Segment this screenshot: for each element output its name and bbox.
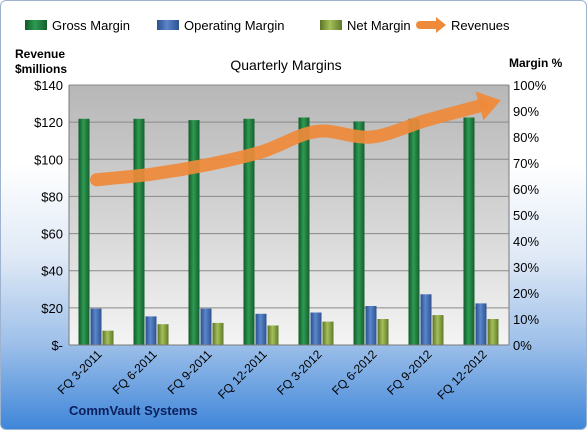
bar-gross-margin: [463, 117, 475, 345]
left-axis-label-line2: $millions: [15, 62, 67, 76]
bar-gross-margin: [188, 120, 200, 345]
x-tick-label: FQ 3-2012: [274, 347, 325, 398]
bar-gross-margin: [243, 118, 255, 345]
chart-title: Quarterly Margins: [230, 57, 341, 73]
bar-net-margin: [432, 315, 444, 345]
bar-operating-margin: [310, 312, 322, 345]
right-axis-label: Margin %: [509, 56, 563, 70]
legend-swatch-gross-margin: [25, 20, 47, 30]
x-tick-label: FQ 12-2011: [215, 347, 270, 402]
bar-net-margin: [267, 325, 279, 345]
bar-net-margin: [322, 321, 334, 345]
bar-operating-margin: [365, 306, 377, 345]
left-tick-label: $40: [41, 264, 63, 279]
bar-gross-margin: [133, 118, 145, 345]
right-tick-label: 30%: [513, 260, 539, 275]
bar-net-margin: [157, 324, 169, 345]
bar-gross-margin: [408, 118, 420, 345]
right-tick-label: 40%: [513, 234, 539, 249]
left-tick-label: $140: [34, 78, 63, 93]
x-tick-label: FQ 6-2011: [110, 347, 160, 397]
right-tick-label: 60%: [513, 182, 539, 197]
right-tick-label: 90%: [513, 104, 539, 119]
x-tick-label: FQ 9-2012: [384, 347, 435, 398]
right-tick-label: 10%: [513, 312, 539, 327]
legend-label: Operating Margin: [184, 18, 284, 33]
bar-operating-margin: [255, 313, 267, 345]
legend-arrow-revenues: [436, 17, 446, 33]
revenues-line: [90, 98, 488, 187]
left-tick-label: $80: [41, 189, 63, 204]
revenues-arrowhead: [475, 91, 501, 121]
x-tick-label: FQ 12-2012: [434, 347, 489, 402]
right-tick-label: 80%: [513, 130, 539, 145]
x-tick-label: FQ 6-2012: [329, 347, 380, 398]
x-tick-label: FQ 9-2011: [165, 347, 215, 397]
left-tick-label: $100: [34, 152, 63, 167]
x-tick-label: FQ 3-2011: [55, 347, 105, 397]
bar-operating-margin: [90, 308, 102, 345]
bar-operating-margin: [200, 308, 212, 345]
bar-operating-margin: [420, 294, 432, 345]
right-tick-label: 100%: [513, 78, 547, 93]
legend-label: Net Margin: [347, 18, 411, 33]
bar-net-margin: [212, 322, 224, 345]
bar-gross-margin: [298, 117, 310, 345]
left-tick-label: $-: [51, 338, 63, 353]
bar-gross-margin: [78, 118, 90, 345]
left-tick-label: $20: [41, 301, 63, 316]
left-tick-label: $120: [34, 115, 63, 130]
right-tick-label: 70%: [513, 156, 539, 171]
bar-operating-margin: [145, 316, 157, 345]
bar-net-margin: [102, 330, 114, 345]
legend-swatch-operating-margin: [157, 20, 179, 30]
legend-label: Revenues: [451, 18, 510, 33]
bar-net-margin: [377, 319, 389, 345]
bar-gross-margin: [353, 121, 365, 346]
right-tick-label: 20%: [513, 286, 539, 301]
company-name: CommVault Systems: [69, 403, 198, 418]
legend-swatch-net-margin: [320, 20, 342, 30]
left-axis-label-line1: Revenue: [15, 47, 65, 61]
right-tick-label: 50%: [513, 208, 539, 223]
left-tick-label: $60: [41, 227, 63, 242]
bar-net-margin: [487, 319, 499, 345]
bar-operating-margin: [475, 303, 487, 345]
legend-label: Gross Margin: [52, 18, 130, 33]
right-tick-label: 0%: [513, 338, 532, 353]
